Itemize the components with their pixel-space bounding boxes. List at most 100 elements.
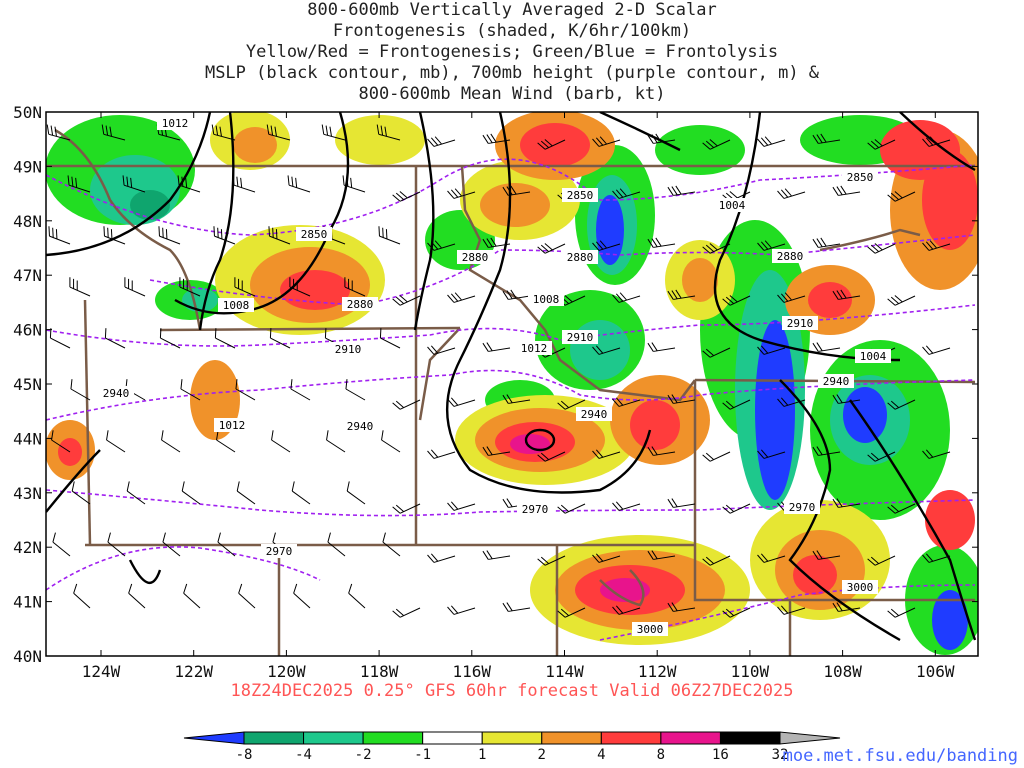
lat-label: 40N xyxy=(13,647,42,666)
wind-barbs xyxy=(46,124,951,618)
lat-label: 50N xyxy=(13,103,42,122)
wind-barb xyxy=(269,328,291,349)
height-label: 2880 xyxy=(462,251,489,264)
mslp-contour xyxy=(198,112,235,331)
wind-barb xyxy=(290,379,311,401)
wind-barb xyxy=(812,446,841,456)
wind-barb xyxy=(211,124,236,141)
colorbar-segment xyxy=(600,731,662,745)
lon-label: 112W xyxy=(638,662,677,681)
colorbar-segment xyxy=(362,731,424,745)
mslp-label: 1004 xyxy=(860,350,887,363)
forecast-valid-time: 18Z24DEC2025 0.25° GFS 60hr forecast Val… xyxy=(230,681,794,701)
height-label-bg xyxy=(818,374,854,388)
wind-barb xyxy=(348,583,366,609)
wind-barb xyxy=(327,532,346,557)
lon-label: 124W xyxy=(82,662,121,681)
wind-barb xyxy=(392,503,421,514)
lat-label: 45N xyxy=(13,375,42,394)
latitude-axis: 50N 49N 48N 47N 46N 45N 44N 43N 42N 41N 40N xyxy=(13,103,978,666)
wind-barb xyxy=(124,277,146,297)
wind-barb xyxy=(482,133,511,144)
colorbar-tick-label: -1 xyxy=(414,747,431,763)
wind-barb xyxy=(291,481,311,505)
wind-barb xyxy=(236,481,256,505)
wind-barb xyxy=(345,379,366,401)
wind-barb xyxy=(537,243,566,254)
wind-barb xyxy=(378,226,401,245)
wind-barb xyxy=(612,605,641,615)
mslp-label: 1004 xyxy=(719,199,746,212)
height-label-bg xyxy=(296,227,332,241)
wind-barb xyxy=(647,446,676,456)
wind-barb xyxy=(344,277,366,297)
wind-barb xyxy=(867,555,896,566)
wind-barb xyxy=(392,399,421,410)
mslp-contour xyxy=(524,428,556,452)
height-label-bg xyxy=(342,297,378,311)
contour-labels: 1012 1008 1004 1008 1012 1004 1012 2850 2850 2850… xyxy=(98,116,891,636)
mslp-label-bg xyxy=(214,418,250,432)
source-url[interactable]: moe.met.fsu.edu/banding xyxy=(782,746,1018,766)
height-label: 2970 xyxy=(789,501,816,514)
mslp-label: 1012 xyxy=(521,342,548,355)
lon-label: 106W xyxy=(916,662,955,681)
height-label: 2880 xyxy=(347,298,374,311)
wind-barb xyxy=(161,430,181,453)
colorbar-tick-label: 4 xyxy=(597,747,605,763)
wind-barb xyxy=(376,124,401,141)
wind-barb xyxy=(922,449,951,459)
height-label: 3000 xyxy=(637,623,664,636)
mslp-contour xyxy=(779,379,901,642)
wind-barb xyxy=(266,124,291,141)
wind-barb xyxy=(592,345,621,355)
height-label: 2910 xyxy=(335,343,362,356)
wind-barb xyxy=(427,240,456,251)
wind-barb xyxy=(183,583,201,609)
wind-barb xyxy=(179,277,201,297)
colorbar-segment xyxy=(481,731,543,745)
wind-barb xyxy=(922,136,951,147)
wind-barb xyxy=(103,226,126,245)
colorbar-segment xyxy=(660,731,721,745)
wind-barb xyxy=(447,292,476,303)
height-label-bg xyxy=(772,249,808,263)
wind-barb xyxy=(106,430,126,453)
longitude-axis: 124W 122W 120W 118W 116W 114W 112W 110W 108W 106W xyxy=(82,112,955,681)
height-label-bg xyxy=(562,188,598,202)
wind-barb xyxy=(537,139,566,150)
lat-label: 46N xyxy=(13,321,42,340)
lat-label: 44N xyxy=(13,429,42,448)
wind-barb xyxy=(702,555,731,566)
title-line-3: Yellow/Red = Frontogenesis; Green/Blue =… xyxy=(245,42,779,62)
wind-barb xyxy=(537,555,566,566)
wind-barb xyxy=(592,240,621,251)
mslp-contour xyxy=(174,112,350,315)
wind-barb xyxy=(757,449,786,459)
border-line xyxy=(599,569,645,607)
mslp-label: 1012 xyxy=(219,419,246,432)
wind-barb xyxy=(832,394,861,404)
wind-barb xyxy=(757,136,786,147)
height-label-bg xyxy=(562,250,598,264)
mslp-contours xyxy=(46,112,977,642)
wind-barb xyxy=(502,185,531,196)
height-label: 2940 xyxy=(581,408,608,421)
mslp-label: 1008 xyxy=(223,299,250,312)
wind-barb xyxy=(757,553,786,563)
wind-barb xyxy=(757,345,786,355)
wind-barb xyxy=(293,583,311,609)
lon-label: 110W xyxy=(731,662,770,681)
wind-barb xyxy=(232,175,256,193)
lon-label: 122W xyxy=(174,662,213,681)
title-line-2: Frontogenesis (shaded, K/6hr/100km) xyxy=(332,21,692,41)
wind-barb xyxy=(73,583,91,609)
wind-barb xyxy=(104,328,126,349)
wind-barb xyxy=(447,605,476,615)
height-label: 2850 xyxy=(847,171,874,184)
wind-barb xyxy=(482,446,511,456)
mslp-contour xyxy=(128,559,162,584)
wind-barb xyxy=(214,328,236,349)
wind-barb xyxy=(777,188,806,199)
wind-barb xyxy=(287,175,311,193)
